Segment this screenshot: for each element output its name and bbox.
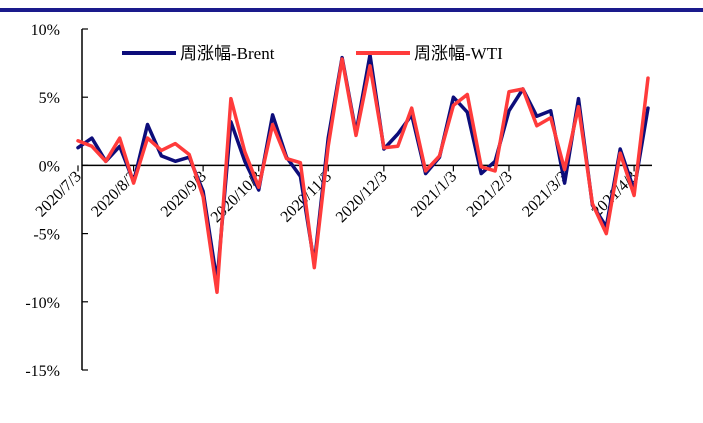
y-tick-label: -5% — [33, 227, 60, 244]
x-tick-label: 2020/10/3 — [208, 168, 266, 226]
y-tick-label: -15% — [25, 363, 60, 380]
series-line-wti — [76, 57, 650, 295]
y-tick-label: -10% — [25, 295, 60, 312]
legend-brent-label: 周涨幅-Brent — [180, 44, 275, 63]
x-tick-label: 2021/2/3 — [464, 168, 516, 220]
x-tick-label: 2021/1/3 — [408, 168, 460, 220]
y-tick-label: 5% — [39, 90, 60, 107]
x-tick-label: 2020/7/3 — [33, 168, 85, 220]
x-tick-label: 2020/12/3 — [333, 168, 391, 226]
series-lines — [76, 53, 650, 295]
y-tick-label: 10% — [31, 22, 60, 39]
legend: 周涨幅-Brent 周涨幅-WTI — [122, 44, 503, 63]
axes — [77, 28, 652, 371]
legend-wti-label: 周涨幅-WTI — [414, 44, 503, 63]
y-tick-label: 0% — [39, 158, 60, 175]
y-tick-labels: 10% 5% 0% -5% -10% -15% — [25, 22, 60, 380]
